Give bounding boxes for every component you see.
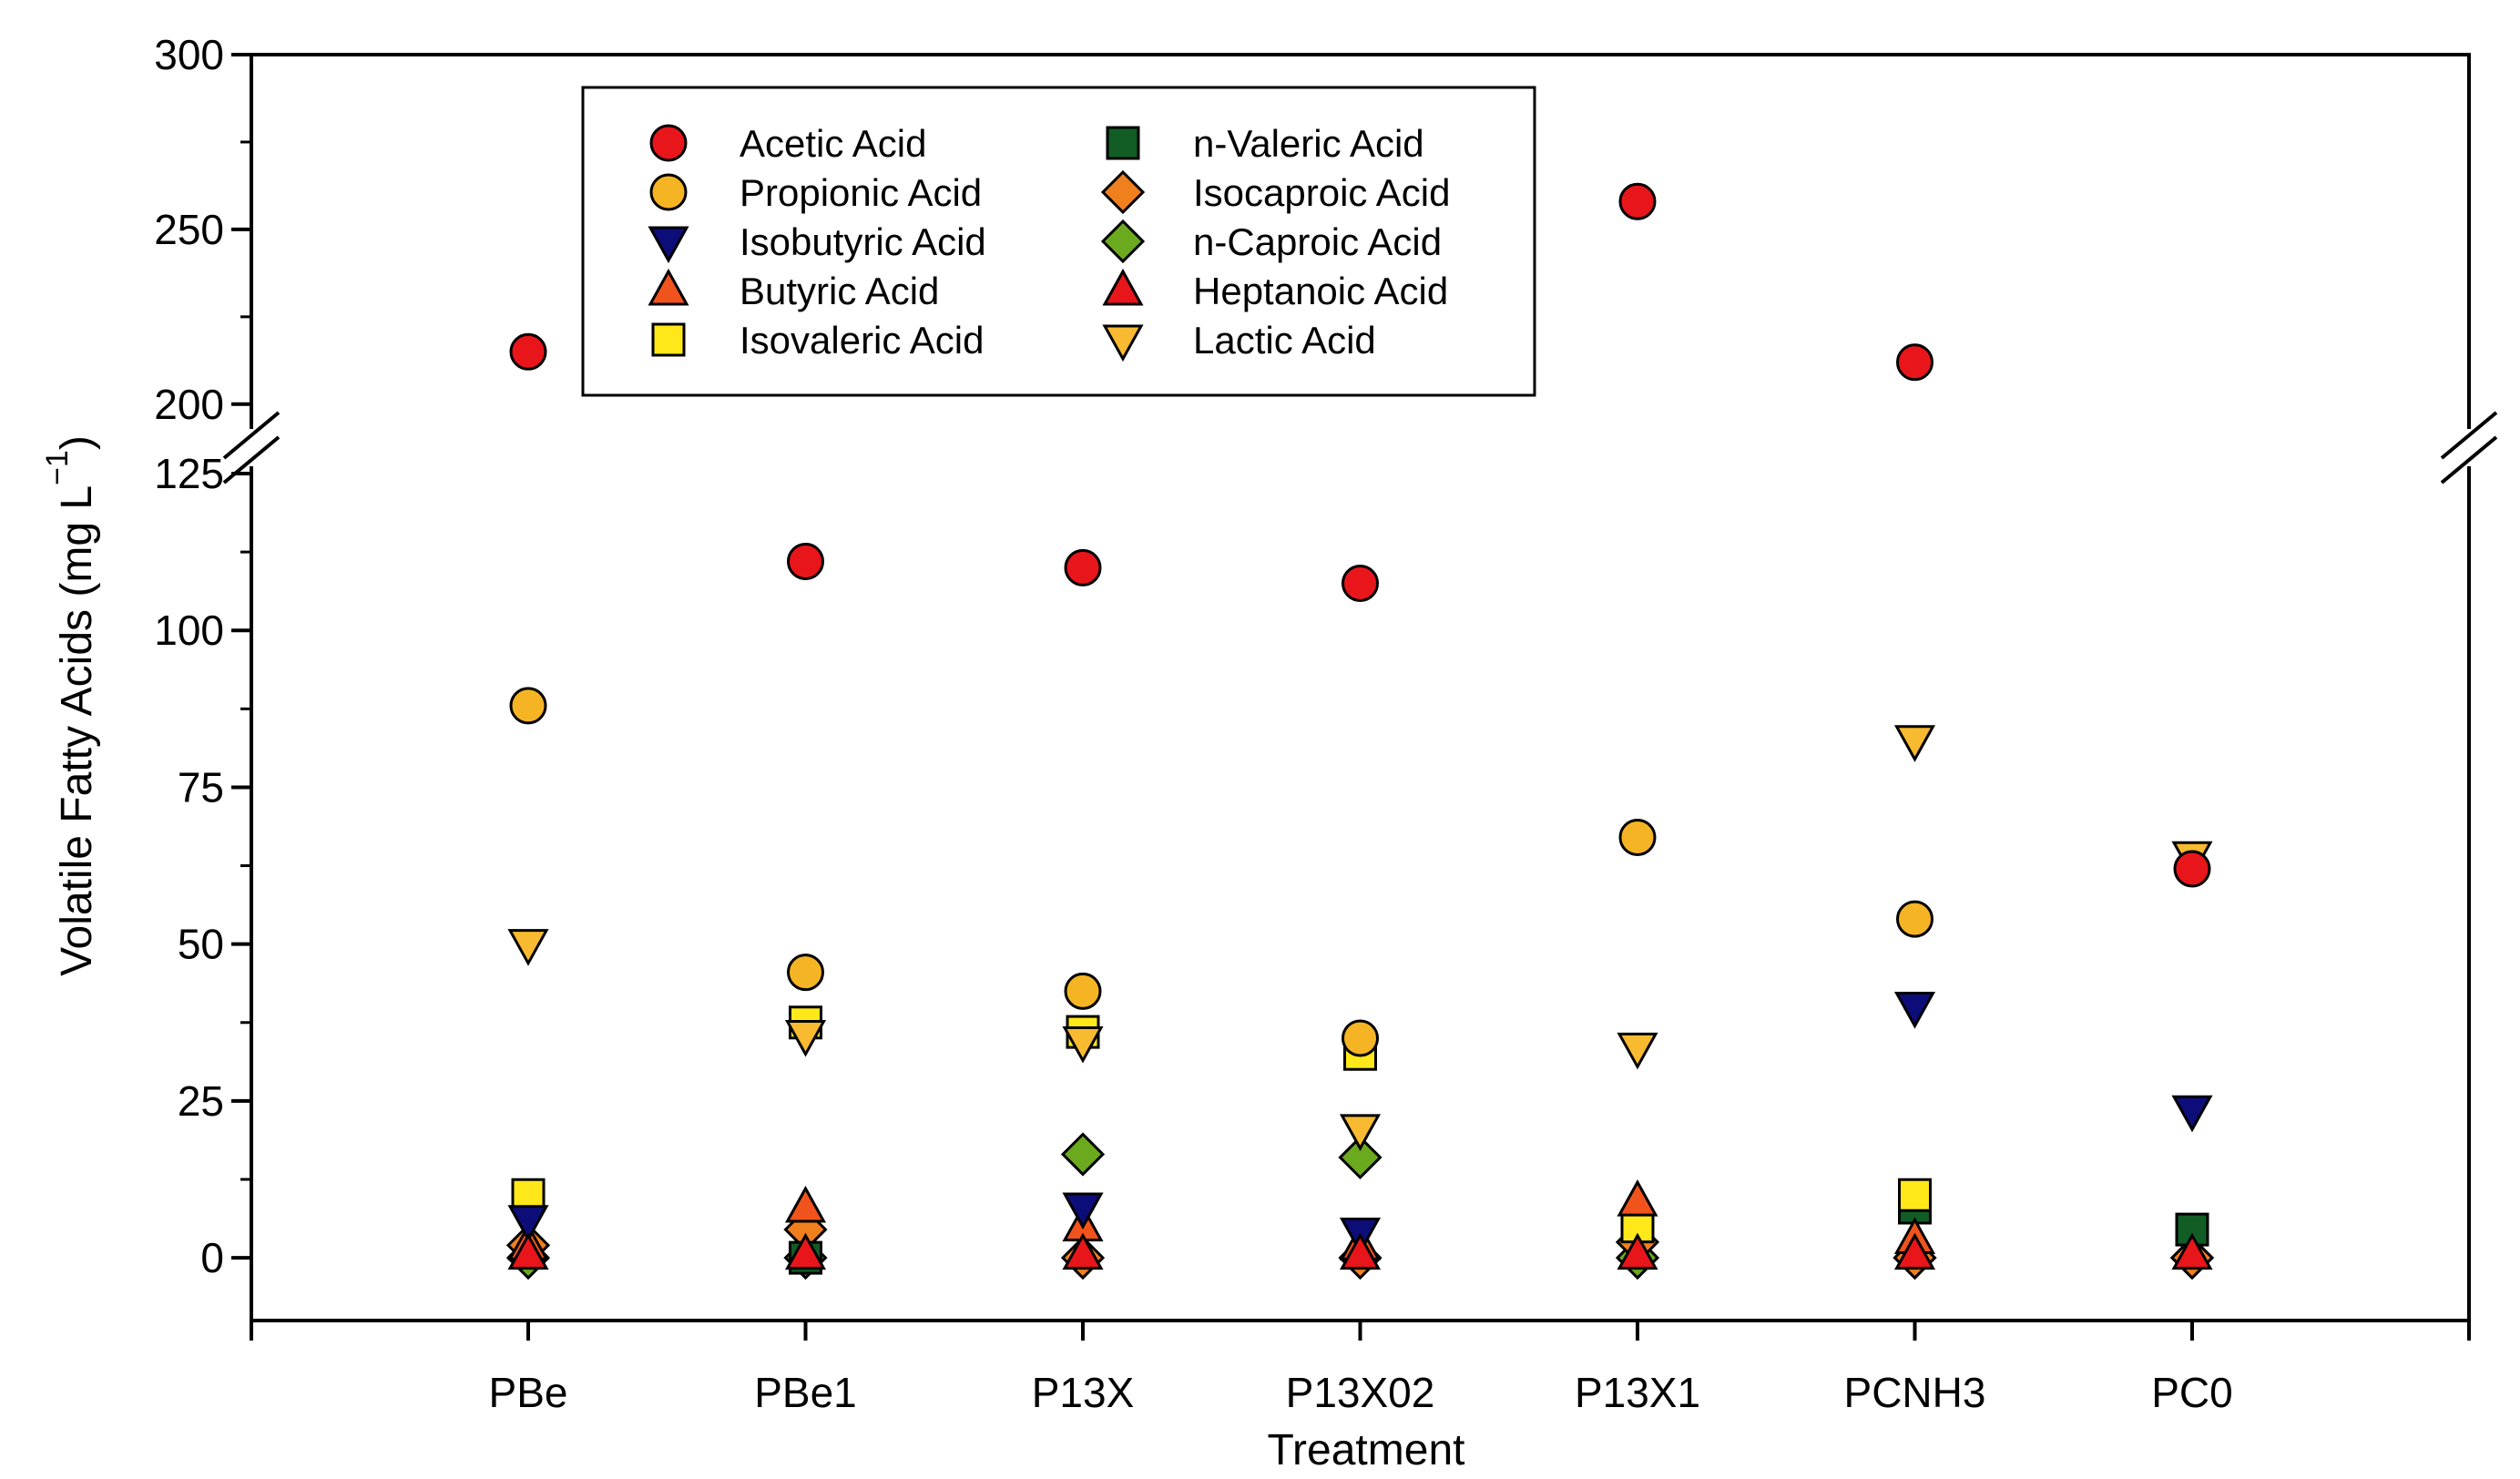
y-axis-title-superscript: −1 (40, 450, 75, 485)
legend-label: n-Caproic Acid (1193, 220, 1442, 263)
x-axis-title: Treatment (1268, 1426, 1465, 1474)
legend-marker (1100, 169, 1146, 215)
x-tick-label: P13X02 (1286, 1369, 1435, 1416)
point-acetic-acid (1064, 548, 1102, 586)
legend-marker (649, 173, 688, 211)
point-acetic-acid (787, 542, 824, 580)
y-tick-label: 250 (154, 206, 224, 253)
point-propionic-acid (1618, 819, 1657, 857)
legend-label: Heptanoic Acid (1193, 270, 1448, 312)
point-propionic-acid (1896, 900, 1933, 938)
point-lactic-acid (1339, 1114, 1382, 1151)
y-tick-label: 125 (154, 450, 224, 497)
point-acetic-acid (1896, 343, 1933, 382)
y-tick-label: 200 (154, 381, 224, 428)
y-tick-label: 100 (154, 607, 224, 654)
point-acetic-acid (2173, 850, 2211, 888)
point-acetic-acid (1618, 182, 1657, 220)
point-heptanoic-acid (784, 1232, 827, 1270)
y-tick-label: 300 (154, 31, 224, 78)
legend-label: n-Valeric Acid (1193, 122, 1424, 165)
point-acetic-acid (509, 332, 547, 371)
legend-marker (648, 268, 689, 306)
point-lactic-acid (1893, 725, 1936, 762)
y-axis-title-close: ) (53, 435, 101, 450)
x-tick-label: PBe1 (754, 1369, 857, 1416)
x-tick-label: P13X1 (1575, 1369, 1700, 1416)
point-lactic-acid (1617, 1032, 1658, 1070)
point-heptanoic-acid (2171, 1232, 2213, 1270)
point-acetic-acid (1342, 565, 1379, 603)
legend-marker (648, 226, 689, 264)
axis-break-slash (2440, 411, 2498, 460)
svg-text:Volatile Fatty Acids (mg L−1): Volatile Fatty Acids (mg L−1) (40, 435, 101, 976)
point-heptanoic-acid (1617, 1232, 1658, 1270)
point-n-caproic-acid (1060, 1132, 1106, 1177)
axis-break-slash (222, 411, 281, 460)
point-propionic-acid (787, 954, 824, 992)
y-axis-title-main: Volatile Fatty Acids (mg L (53, 485, 101, 976)
legend-label: Isocaproic Acid (1193, 171, 1450, 214)
point-lactic-acid (1062, 1025, 1104, 1064)
point-butyric-acid (784, 1185, 827, 1223)
point-heptanoic-acid (1339, 1232, 1382, 1270)
legend-marker (1102, 324, 1144, 362)
legend: Acetic Acid Propionic Acid Isobutyric Acid… (581, 86, 1536, 397)
legend-marker (1100, 219, 1146, 264)
point-butyric-acid (1617, 1179, 1658, 1217)
y-ticks: 0 25 50 75 100 125 200 250 300 (154, 31, 251, 1281)
y-tick-label: 25 (178, 1077, 224, 1125)
y-tick-label: 50 (178, 921, 224, 968)
legend-marker (1102, 268, 1144, 306)
legend-label: Butyric Acid (740, 270, 939, 312)
point-heptanoic-acid (507, 1232, 549, 1270)
point-heptanoic-acid (1893, 1232, 1936, 1270)
point-isobutyric-acid (507, 1205, 549, 1242)
point-n-caproic-acid (1338, 1135, 1382, 1180)
legend-label: Lactic Acid (1193, 319, 1376, 362)
x-tick-label: P13X (1032, 1369, 1135, 1416)
point-isobutyric-acid (1893, 992, 1936, 1029)
axis-break-marks (222, 411, 2498, 484)
legend-marker (649, 124, 688, 162)
y-axis-title: Volatile Fatty Acids (mg L−1) (40, 435, 101, 976)
legend-label: Acetic Acid (740, 122, 926, 165)
point-lactic-acid (784, 1020, 827, 1057)
legend-label: Isovaleric Acid (740, 319, 984, 362)
point-isobutyric-acid (1062, 1192, 1104, 1230)
data-points (505, 182, 2215, 1280)
x-tick-label: PBe (489, 1369, 568, 1416)
x-tick-label: PCNH3 (1844, 1369, 1986, 1416)
point-propionic-acid (509, 687, 547, 725)
point-isovaleric-acid (1898, 1178, 1932, 1212)
legend-box (581, 86, 1536, 397)
x-tick-label: PC0 (2151, 1369, 2232, 1416)
legend-label: Isobutyric Acid (740, 220, 986, 263)
point-propionic-acid (1342, 1019, 1379, 1057)
legend-marker (1106, 126, 1140, 160)
point-propionic-acid (1064, 972, 1102, 1010)
y-tick-label: 75 (178, 763, 224, 811)
legend-marker (651, 322, 686, 357)
point-isobutyric-acid (2171, 1095, 2213, 1133)
legend-label: Propionic Acid (740, 171, 982, 214)
point-heptanoic-acid (1062, 1232, 1104, 1270)
x-ticks: PBe PBe1 P13X P13X02 P13X1 PCNH3 PC0 (250, 1321, 2471, 1416)
point-lactic-acid (507, 929, 549, 966)
y-tick-label: 0 (200, 1234, 224, 1281)
axis-break-slash (2440, 435, 2498, 484)
